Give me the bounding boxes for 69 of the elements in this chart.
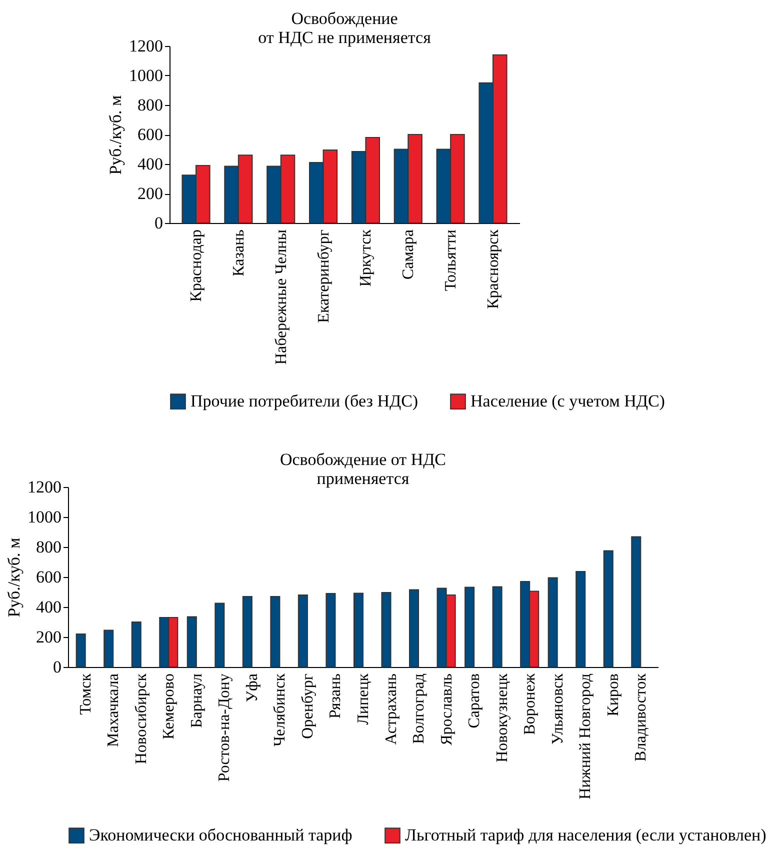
y-tick-label: 200	[138, 184, 163, 203]
y-tick-label: 800	[138, 96, 163, 114]
bar	[76, 634, 86, 668]
y-tick-label: 1200	[28, 478, 62, 496]
bar	[409, 589, 420, 668]
x-tick-label: Киров	[604, 673, 622, 716]
bar	[492, 586, 502, 668]
bar	[326, 593, 336, 668]
x-tick-label: Новосибирск	[132, 673, 150, 764]
legend-label: Экономически обоснованный тариф	[89, 826, 352, 845]
y-tick-label: 200	[36, 628, 62, 646]
x-tick-label: Волгоград	[410, 674, 428, 744]
bar	[381, 592, 392, 668]
x-tick-label: Екатеринбург	[315, 229, 332, 323]
bar	[186, 616, 197, 668]
bar	[298, 594, 308, 668]
bar	[631, 536, 642, 668]
x-tick-label: Ярославль	[438, 674, 456, 746]
x-tick-label: Уфа	[244, 674, 261, 702]
x-tick-label: Рязань	[327, 674, 344, 718]
bar	[131, 622, 142, 668]
y-tick-label: 1000	[129, 66, 163, 85]
x-tick-label: Самара	[400, 230, 418, 280]
y-tick-label: 400	[138, 154, 163, 174]
y-tick-label: 800	[36, 538, 62, 556]
y-axis-title: Руб./куб. м	[4, 537, 24, 618]
legend-label: Льготный тариф для населения (если установлен)	[405, 826, 766, 845]
x-tick-label: Махачкала	[105, 674, 122, 747]
y-tick-label: 1000	[28, 508, 62, 526]
x-tick-label: Кемерово	[160, 674, 178, 740]
y-tick-label: 0	[53, 658, 62, 676]
x-tick-label: Новокузнецк	[494, 673, 511, 762]
x-tick-label: Нижний Новгород	[577, 674, 594, 800]
x-tick-label: Владивосток	[632, 673, 650, 762]
x-tick-label: Челябинск	[272, 673, 289, 746]
x-tick-label: Воронеж	[522, 672, 539, 735]
y-tick-label: 600	[36, 568, 62, 586]
bar	[603, 550, 614, 668]
x-tick-label: Краснодар	[188, 230, 206, 302]
x-tick-label: Иркутск	[358, 229, 375, 287]
bar	[353, 592, 364, 668]
bar	[548, 577, 558, 668]
bar	[242, 596, 252, 668]
x-tick-label: Набережные Челны	[272, 229, 290, 365]
bar	[104, 630, 114, 668]
y-tick-label: 600	[138, 125, 163, 144]
chart-title: Освобождение от НДС не применяется	[258, 9, 432, 47]
x-tick-label: Саратов	[466, 673, 484, 728]
bar	[464, 586, 475, 668]
bar	[576, 570, 586, 668]
x-tick-label: Липецк	[355, 673, 372, 725]
legend-label: Население (с учетом НДС)	[470, 392, 665, 411]
y-tick-label: 1200	[129, 36, 163, 56]
y-tick-label: 400	[36, 598, 62, 616]
y-axis-title: Руб./куб. м	[106, 94, 125, 175]
chart-title: Освобождение от НДС применяется	[280, 450, 446, 488]
y-tick-label: 0	[154, 214, 163, 232]
x-tick-label: Астрахань	[382, 674, 400, 745]
x-tick-label: Оренбург	[299, 673, 316, 739]
bar	[214, 602, 225, 668]
x-tick-label: Ростов-на-Дону	[216, 674, 234, 782]
x-tick-label: Тольятти	[442, 229, 460, 292]
bar	[270, 596, 280, 668]
x-tick-label: Ульяновск	[549, 673, 566, 745]
x-tick-label: Томск	[77, 673, 94, 715]
x-tick-label: Казань	[230, 230, 248, 276]
legend-label: Прочие потребители (без НДС)	[190, 392, 418, 411]
x-tick-label: Красноярск	[484, 229, 502, 309]
x-tick-label: Барнаул	[188, 673, 206, 728]
